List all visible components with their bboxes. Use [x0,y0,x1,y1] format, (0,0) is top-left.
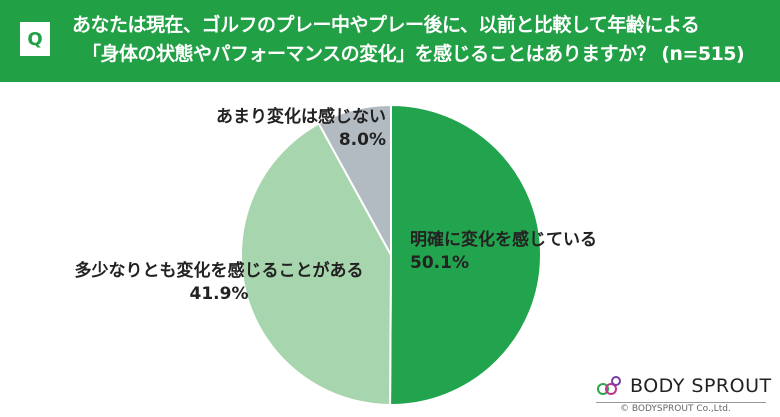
question-text: あなたは現在、ゴルフのプレー中やプレー後に、以前と比較して年齢による 「身体の状… [72,11,745,69]
slice-label-text: 多少なりとも変化を感じることがある [74,261,364,281]
slice-label-not-much: あまり変化は感じない 8.0% [190,106,386,152]
divider [596,402,766,403]
brand-logo: BODY SPROUT [596,374,772,398]
slice-label-text: 明確に変化を感じている [410,230,597,250]
slice-value-label: 41.9% [189,284,249,304]
slice-value-label: 50.1% [410,253,469,273]
logo-mark-icon [597,376,621,395]
slice-value-label: 8.0% [338,130,386,150]
slice-label-text: あまり変化は感じない [216,107,386,127]
pie-slice-1 [240,122,393,407]
copyright: © BODYSPROUT Co.,Ltd. [620,404,731,414]
question-line-2: 「身体の状態やパフォーマンスの変化」を感じることはありますか？ (n=515) [82,43,745,65]
question-header: Q あなたは現在、ゴルフのプレー中やプレー後に、以前と比較して年齢による 「身体… [0,0,780,82]
q-badge: Q [20,22,50,56]
logo-text: BODY SPROUT [630,375,772,397]
pie-slice-0 [389,103,542,406]
slice-label-somewhat: 多少なりとも変化を感じることがある 41.9% [54,260,384,306]
question-line-1: あなたは現在、ゴルフのプレー中やプレー後に、以前と比較して年齢による [72,14,700,36]
slice-label-clearly: 明確に変化を感じている 50.1% [410,229,597,275]
pie-slice-2 [317,103,392,256]
